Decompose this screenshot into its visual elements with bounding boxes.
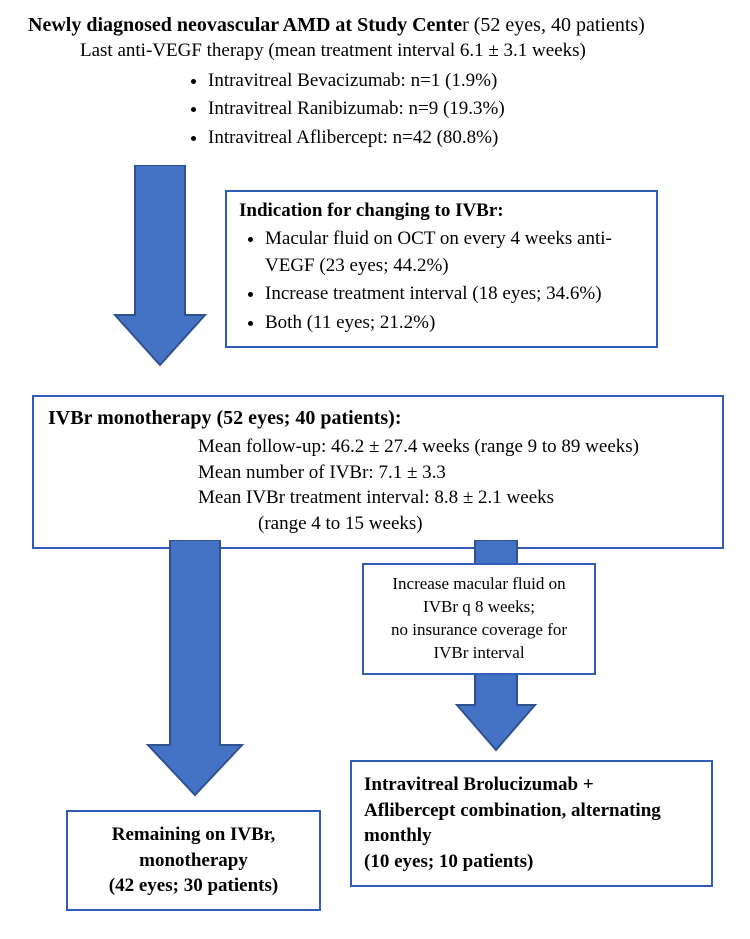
combo-line: Intravitreal Brolucizumab + (364, 772, 699, 798)
monotherapy-box: IVBr monotherapy (52 eyes; 40 patients):… (32, 395, 724, 549)
arrow-down-1 (95, 165, 225, 370)
side-info-box: Increase macular fluid on IVBr q 8 weeks… (362, 563, 596, 675)
header-bullet: Intravitreal Bevacizumab: n=1 (1.9%) (208, 68, 728, 95)
monotherapy-line: Mean IVBr treatment interval: 8.8 ± 2.1 … (198, 485, 708, 511)
indication-bullet: Increase treatment interval (18 eyes; 34… (265, 281, 644, 308)
combo-box: Intravitreal Brolucizumab + Aflibercept … (350, 760, 713, 887)
side-line: IVBr interval (370, 642, 588, 665)
indication-title: Indication for changing to IVBr: (239, 200, 644, 222)
arrow-down-2 (128, 540, 262, 800)
side-line: IVBr q 8 weeks; (370, 596, 588, 619)
monotherapy-line: (range 4 to 15 weeks) (198, 511, 708, 537)
header-bullet: Intravitreal Ranibizumab: n=9 (19.3%) (208, 96, 728, 123)
remaining-line: Remaining on IVBr, (76, 822, 311, 848)
header-title-rest: r (52 eyes, 40 patients) (462, 14, 645, 36)
combo-line: monthly (364, 823, 699, 849)
header-title-bold: Newly diagnosed neovascular AMD at Study… (28, 14, 462, 36)
header-subtitle: Last anti-VEGF therapy (mean treatment i… (28, 38, 728, 64)
indication-box: Indication for changing to IVBr: Macular… (225, 190, 658, 348)
remaining-box: Remaining on IVBr, monotherapy (42 eyes;… (66, 810, 321, 911)
combo-line: Aflibercept combination, alternating (364, 798, 699, 824)
indication-bullets: Macular fluid on OCT on every 4 weeks an… (239, 226, 644, 336)
header-bullet: Intravitreal Aflibercept: n=42 (80.8%) (208, 125, 728, 152)
combo-line: (10 eyes; 10 patients) (364, 849, 699, 875)
header-block: Newly diagnosed neovascular AMD at Study… (28, 12, 728, 153)
monotherapy-line: Mean follow-up: 46.2 ± 27.4 weeks (range… (198, 434, 708, 460)
indication-bullet: Both (11 eyes; 21.2%) (265, 310, 644, 337)
remaining-line: monotherapy (76, 848, 311, 874)
indication-bullet: Macular fluid on OCT on every 4 weeks an… (265, 226, 644, 279)
monotherapy-title: IVBr monotherapy (52 eyes; 40 patients): (48, 407, 708, 430)
monotherapy-line: Mean number of IVBr: 7.1 ± 3.3 (198, 460, 708, 486)
side-line: Increase macular fluid on (370, 573, 588, 596)
header-title: Newly diagnosed neovascular AMD at Study… (28, 12, 728, 38)
side-line: no insurance coverage for (370, 619, 588, 642)
remaining-line: (42 eyes; 30 patients) (76, 873, 311, 899)
header-bullets: Intravitreal Bevacizumab: n=1 (1.9%) Int… (28, 68, 728, 152)
